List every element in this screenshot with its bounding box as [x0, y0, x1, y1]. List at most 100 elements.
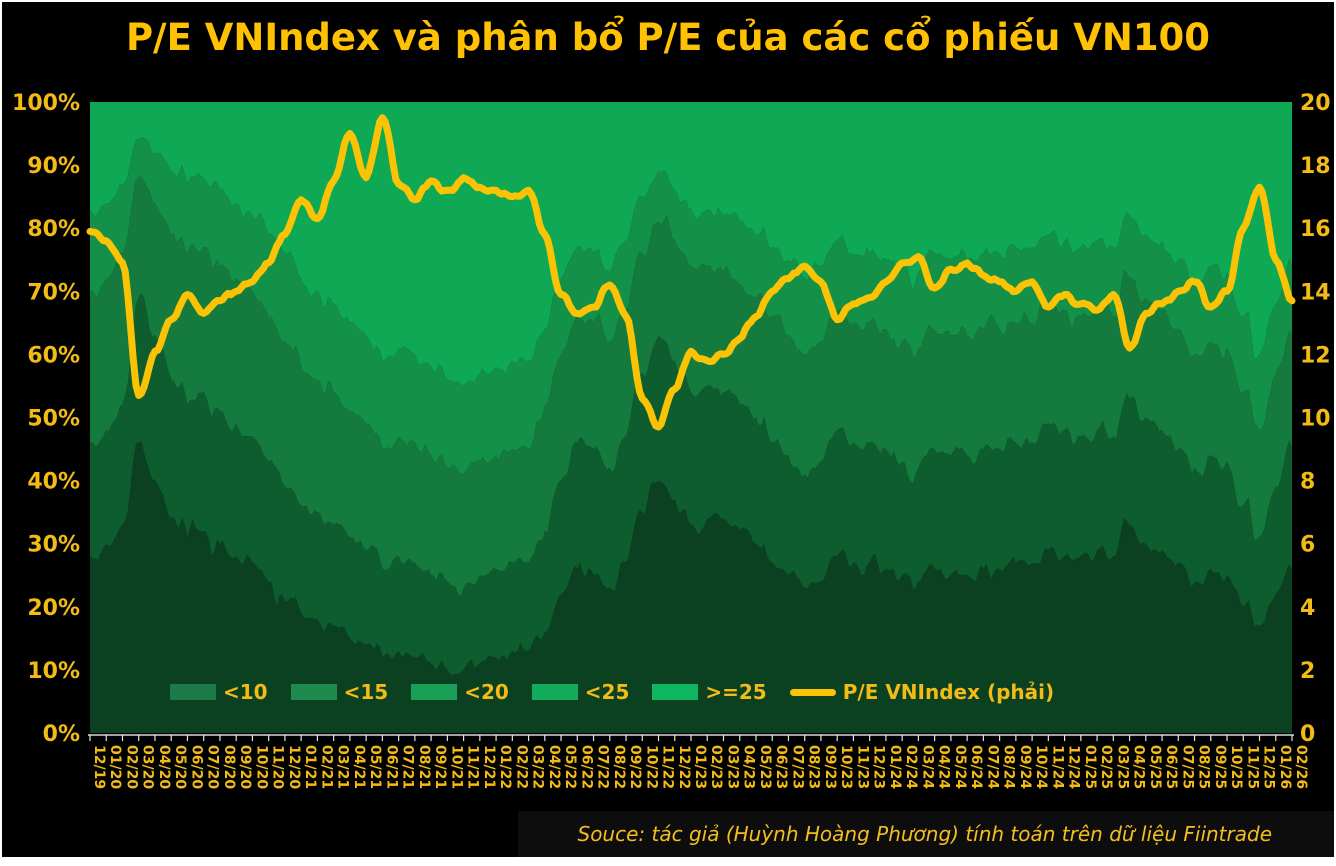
x-tick-label: 06/23 — [773, 745, 789, 789]
x-tick-label: 07/23 — [789, 745, 805, 789]
legend-item-pe-line: P/E VNIndex (phải) — [789, 680, 1055, 704]
x-tick-label: 10/20 — [253, 745, 269, 789]
pe-distribution-bands — [90, 102, 1292, 733]
x-tick-label: 06/25 — [1163, 745, 1179, 789]
left-axis-labels: 0% 10% 20% 30% 40% 50% 60% 70% 80% 90% 100% — [12, 91, 80, 747]
left-axis-tick-label: 10% — [27, 659, 80, 684]
x-tick-label: 12/20 — [286, 745, 302, 789]
right-axis-tick-label: 0 — [1300, 722, 1315, 747]
x-tick-label: 04/23 — [741, 745, 757, 789]
x-tick-label: 11/25 — [1244, 745, 1260, 789]
legend-label-lt15: <15 — [343, 680, 389, 704]
x-tick-label: 11/21 — [465, 745, 481, 789]
x-tick-label: 08/25 — [1196, 745, 1212, 789]
right-axis-tick-label: 20 — [1300, 91, 1331, 116]
pe-vnindex-line — [86, 114, 1296, 431]
x-tick-label: 09/25 — [1212, 745, 1228, 789]
x-tick-label: 02/24 — [903, 745, 919, 789]
legend-line-swatch-icon — [789, 688, 836, 696]
x-tick-label: 12/22 — [676, 745, 692, 789]
legend-swatch-lt25-icon — [531, 684, 578, 700]
legend-label-lt20: <20 — [464, 680, 509, 704]
x-tick-label: 03/22 — [530, 745, 546, 789]
x-tick-label: 12/23 — [871, 745, 887, 789]
left-axis-tick-label: 80% — [27, 217, 80, 242]
right-axis-tick-label: 14 — [1300, 280, 1331, 305]
x-tick-label: 12/21 — [481, 745, 497, 789]
right-axis-tick-label: 16 — [1300, 217, 1331, 242]
x-tick-label: 02/26 — [1293, 745, 1309, 789]
left-axis-tick-label: 50% — [27, 407, 80, 432]
band-<20 — [90, 176, 1292, 597]
band-<25 — [90, 136, 1292, 475]
x-tick-label: 11/20 — [270, 745, 286, 789]
x-tick-label: 06/21 — [383, 745, 399, 789]
left-axis-tick-label: 40% — [27, 470, 80, 495]
x-tick-label: 12/24 — [1066, 745, 1082, 789]
x-tick-label: 04/24 — [936, 745, 952, 789]
x-tick-label: 02/23 — [708, 745, 724, 789]
x-tick-label: 10/22 — [643, 745, 659, 789]
x-tick-label: 11/23 — [854, 745, 870, 789]
legend-item-ge25: >=25 — [652, 680, 767, 704]
x-tick-label: 01/20 — [107, 745, 123, 789]
x-tick-label: 10/23 — [838, 745, 854, 789]
x-tick-label: 03/25 — [1114, 745, 1130, 789]
source-text: Souce: tác giả (Huỳnh Hoàng Phương) tính… — [577, 822, 1273, 846]
legend-item-lt10: <10 — [170, 680, 268, 704]
x-tick-label: 04/20 — [156, 745, 172, 789]
x-tick-label: 02/21 — [318, 745, 334, 789]
legend-item-lt25: <25 — [531, 680, 629, 704]
x-tick-label: 09/23 — [822, 745, 838, 789]
x-tick-label: 02/20 — [123, 745, 139, 789]
x-tick-label: 08/21 — [416, 745, 432, 789]
x-tick-label: 04/25 — [1131, 745, 1147, 789]
right-axis-tick-label: 8 — [1300, 470, 1315, 495]
x-tick-label: 01/23 — [692, 745, 708, 789]
band-<10 — [90, 441, 1292, 733]
x-tick-label: 07/21 — [400, 745, 416, 789]
x-tick-label: 06/22 — [578, 745, 594, 789]
right-axis-tick-label: 4 — [1300, 596, 1315, 621]
right-axis-tick-label: 10 — [1300, 407, 1331, 432]
legend-label-pe-line: P/E VNIndex (phải) — [842, 680, 1055, 704]
legend: <10 <15 <20 <25 >=25 P/E VNIndex (phải) — [170, 680, 1054, 704]
band->=25 — [90, 102, 1292, 386]
x-tick-label: 08/24 — [1001, 745, 1017, 789]
legend-swatch-lt20-icon — [411, 684, 458, 700]
source-bar: Souce: tác giả (Huỳnh Hoàng Phương) tính… — [518, 811, 1334, 857]
x-tick-label: 02/22 — [513, 745, 529, 789]
chart-title: P/E VNIndex và phân bổ P/E của các cổ ph… — [125, 16, 1211, 59]
left-axis-tick-label: 0% — [43, 722, 80, 747]
x-tick-label: 03/21 — [335, 745, 351, 789]
legend-label-lt10: <10 — [223, 680, 268, 704]
x-tick-label: 02/25 — [1098, 745, 1114, 789]
x-tick-label: 10/25 — [1228, 745, 1244, 789]
legend-item-lt15: <15 — [290, 680, 389, 704]
x-tick-label: 01/21 — [302, 745, 318, 789]
x-tick-label: 12/25 — [1261, 745, 1277, 789]
left-axis-tick-label: 90% — [27, 154, 80, 179]
x-tick-label: 10/24 — [1033, 745, 1049, 789]
legend-swatch-ge25-icon — [652, 684, 699, 700]
x-tick-label: 09/24 — [1017, 745, 1033, 789]
left-axis-tick-label: 60% — [27, 343, 80, 368]
x-tick-label: 04/22 — [546, 745, 562, 789]
x-tick-label: 05/21 — [367, 745, 383, 789]
x-tick-label: 05/24 — [952, 745, 968, 789]
x-axis: 12/19 01/20 02/20 03/20 04/20 05/20 06/20 07/20… — [88, 734, 1309, 789]
x-tick-label: 07/24 — [984, 745, 1000, 789]
x-tick-label: 08/22 — [611, 745, 627, 789]
x-tick-label: 03/20 — [140, 745, 156, 789]
right-axis-tick-label: 12 — [1300, 343, 1331, 368]
x-tick-label: 03/23 — [724, 745, 740, 789]
x-tick-label: 09/21 — [432, 745, 448, 789]
x-tick-label: 01/25 — [1082, 745, 1098, 789]
x-tick-label: 01/26 — [1277, 745, 1293, 789]
band-<15 — [90, 293, 1292, 676]
x-tick-label: 03/24 — [919, 745, 935, 789]
left-axis-tick-label: 30% — [27, 533, 80, 558]
x-tick-label: 12/19 — [91, 745, 107, 789]
x-tick-label: 07/25 — [1179, 745, 1195, 789]
